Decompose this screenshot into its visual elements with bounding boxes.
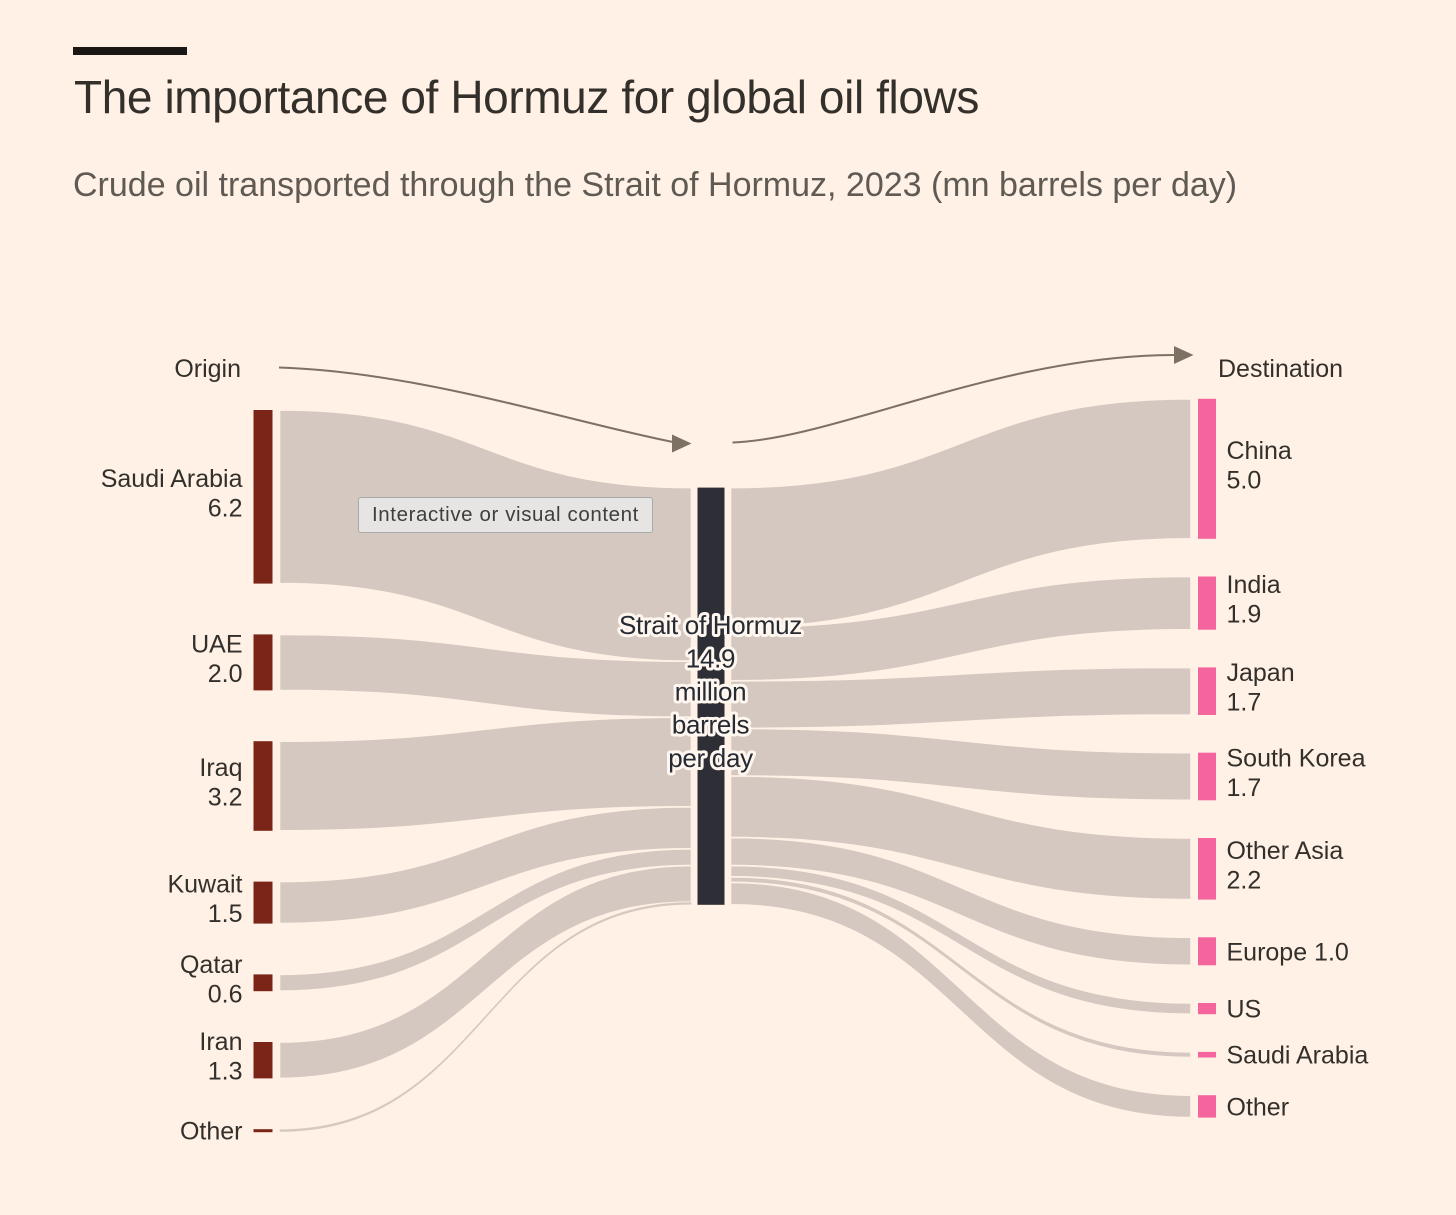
title-rule: [73, 47, 187, 55]
node-label-kuwait: Kuwait: [167, 871, 242, 899]
node-label-europe: Europe 1.0: [1227, 938, 1349, 966]
node-label-qatar: 0.6: [208, 980, 243, 1008]
node-label-iran: Iran: [199, 1028, 242, 1056]
center-node-label-line: barrels: [672, 710, 750, 740]
node-label-japan: Japan: [1227, 659, 1295, 687]
node-label-south-korea: South Korea: [1227, 745, 1366, 773]
origin-node-iran: [253, 1042, 273, 1079]
node-label-uae: 2.0: [208, 660, 243, 688]
origin-column-header: Origin: [174, 355, 241, 383]
flow-strait-to-us: [729, 864, 1192, 1016]
node-label-us: US: [1227, 996, 1262, 1024]
origin-node-other: [253, 1129, 273, 1133]
destination-node-other: [1198, 1095, 1216, 1118]
destination-node-us: [1198, 1003, 1216, 1015]
flow-strait-to-other: [729, 881, 1192, 1119]
destination-node-europe: [1198, 937, 1216, 966]
flow-strait-to-south-korea: [729, 727, 1192, 802]
flow-strait-to-china: [729, 397, 1192, 629]
sankey-node-labels: Saudi Arabia6.2UAE2.0Iraq3.2Kuwait1.5Qat…: [101, 437, 1369, 1146]
destination-node-india: [1198, 576, 1216, 630]
node-label-south-korea: 1.7: [1227, 774, 1262, 802]
origin-node-saudi-arabia: [253, 410, 273, 584]
destination-node-south-korea: [1198, 752, 1216, 801]
page-subtitle: Crude oil transported through the Strait…: [73, 166, 1238, 204]
node-label-saudi-arabia: 6.2: [208, 494, 243, 522]
destination-node-japan: [1198, 667, 1216, 715]
destination-arrow-curve: [732, 354, 1175, 444]
interactive-content-tooltip[interactable]: Interactive or visual content: [358, 497, 653, 533]
origin-arrow-curve: [278, 366, 674, 443]
destination-arrowhead-icon: [1174, 346, 1194, 364]
center-node-strait-of-hormuz: [697, 487, 725, 905]
destination-column-header: Destination: [1218, 355, 1343, 383]
flow-strait-to-other-asia: [729, 775, 1192, 901]
node-label-saudi-arabia: Saudi Arabia: [101, 465, 243, 493]
node-label-other: Other: [1227, 1093, 1290, 1121]
node-label-other-asia: 2.2: [1227, 866, 1262, 894]
node-label-other: Other: [180, 1118, 243, 1146]
node-label-china: 5.0: [1227, 466, 1262, 494]
node-label-saudi-arabia: Saudi Arabia: [1227, 1042, 1369, 1070]
node-label-india: 1.9: [1227, 601, 1262, 629]
page-title: The importance of Hormuz for global oil …: [74, 71, 979, 123]
center-node-label-line: million: [675, 677, 747, 707]
flow-strait-to-saudi-arabia: [729, 875, 1192, 1059]
origin-node-qatar: [253, 974, 273, 992]
origin-node-kuwait: [253, 881, 273, 924]
node-label-iraq: Iraq: [199, 754, 242, 782]
flow-other-to-strait: [279, 901, 692, 1133]
flow-strait-to-india: [729, 575, 1192, 682]
node-label-uae: UAE: [191, 630, 242, 658]
origin-node-iraq: [253, 741, 273, 831]
node-label-iran: 1.3: [208, 1058, 243, 1086]
destination-node-china: [1198, 398, 1216, 539]
node-label-qatar: Qatar: [180, 951, 243, 979]
origin-arrowhead-icon: [672, 434, 692, 453]
node-label-iraq: 3.2: [208, 784, 243, 812]
sankey-flows: [278, 397, 1192, 1133]
destination-node-other-asia: [1198, 838, 1216, 900]
destination-node-saudi-arabia: [1198, 1051, 1216, 1058]
sankey-nodes: [253, 398, 1216, 1133]
center-node-label-line: Strait of Hormuz: [619, 610, 802, 640]
center-node-label-line: per day: [668, 743, 753, 773]
origin-node-uae: [253, 634, 273, 691]
center-node-label-line: 14.9: [686, 643, 735, 673]
sankey-arrows: [278, 346, 1194, 453]
node-label-kuwait: 1.5: [208, 900, 243, 928]
flow-strait-to-europe: [729, 836, 1192, 967]
node-label-china: China: [1227, 437, 1292, 465]
node-label-other-asia: Other Asia: [1227, 837, 1344, 865]
flow-strait-to-japan: [729, 666, 1192, 730]
node-label-japan: 1.7: [1227, 689, 1262, 717]
node-label-india: India: [1227, 571, 1281, 599]
